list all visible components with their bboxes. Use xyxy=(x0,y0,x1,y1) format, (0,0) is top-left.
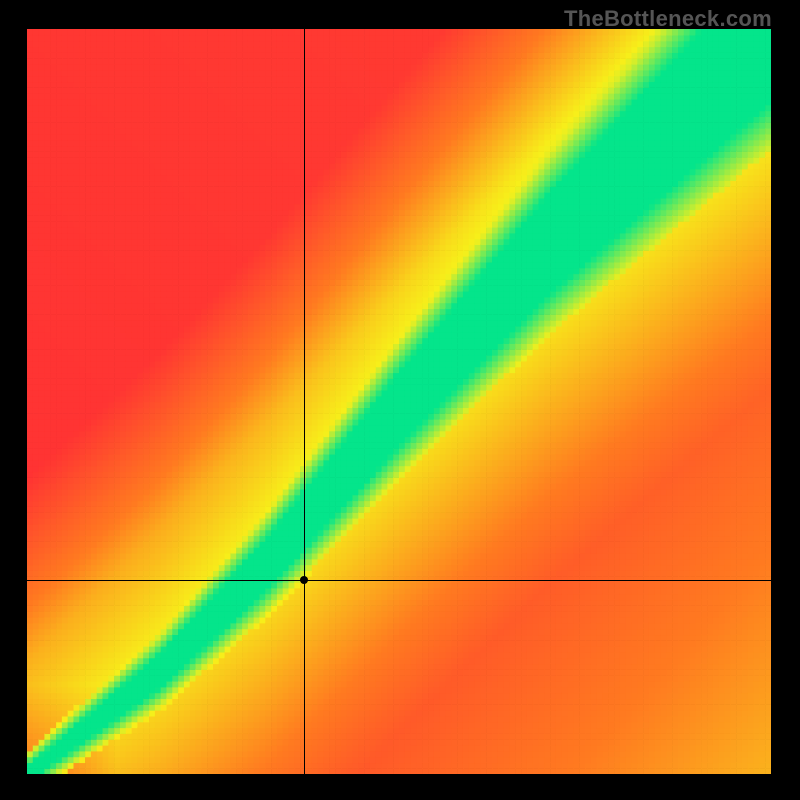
crosshair-horizontal xyxy=(27,580,771,581)
marker-dot xyxy=(300,576,308,584)
crosshair-vertical xyxy=(304,29,305,774)
watermark-text: TheBottleneck.com xyxy=(564,6,772,32)
chart-frame: TheBottleneck.com xyxy=(0,0,800,800)
heatmap-canvas xyxy=(27,29,771,774)
plot-area xyxy=(27,29,771,774)
